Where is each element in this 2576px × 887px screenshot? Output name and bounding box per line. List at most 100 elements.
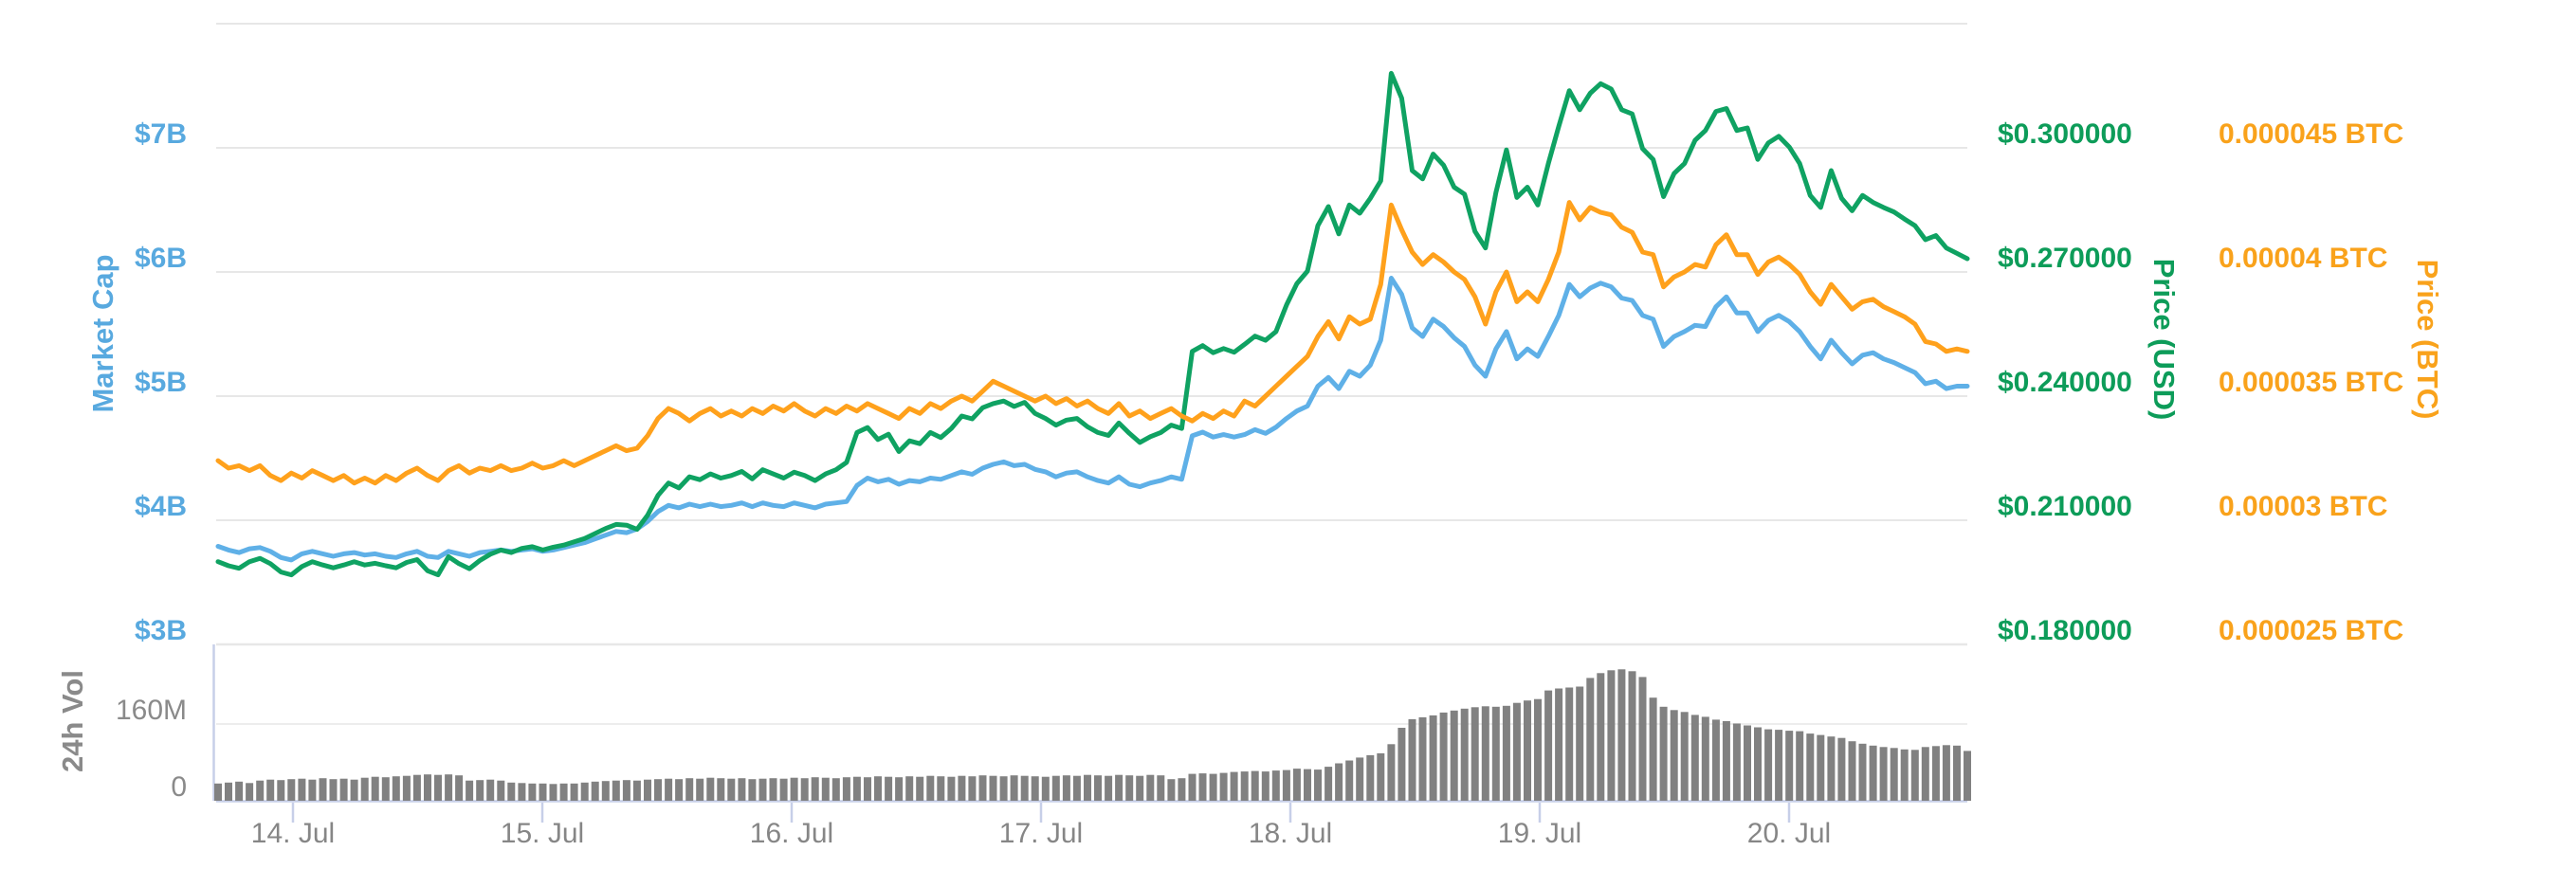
- volume-bar[interactable]: [1072, 775, 1081, 801]
- volume-bar[interactable]: [339, 778, 348, 801]
- volume-bar[interactable]: [350, 779, 358, 801]
- volume-bar[interactable]: [1051, 775, 1060, 801]
- volume-bar[interactable]: [518, 783, 526, 801]
- volume-bar[interactable]: [392, 776, 400, 801]
- volume-bar[interactable]: [1271, 770, 1280, 801]
- volume-bar[interactable]: [1744, 725, 1751, 802]
- volume-bar[interactable]: [612, 780, 620, 801]
- plot-area[interactable]: [216, 24, 1967, 801]
- volume-bar[interactable]: [696, 778, 704, 801]
- volume-bar[interactable]: [580, 782, 589, 801]
- volume-bar[interactable]: [539, 783, 547, 801]
- volume-bar[interactable]: [821, 777, 830, 801]
- volume-bar[interactable]: [424, 774, 431, 801]
- volume-bar[interactable]: [1282, 769, 1290, 801]
- volume-bar[interactable]: [1534, 698, 1542, 801]
- volume-bar[interactable]: [654, 779, 662, 801]
- volume-bar[interactable]: [1869, 745, 1877, 801]
- volume-bar[interactable]: [1188, 773, 1197, 801]
- price-btc-line[interactable]: [215, 200, 1970, 486]
- volume-bar[interactable]: [1418, 716, 1427, 801]
- volume-bar[interactable]: [1890, 748, 1898, 801]
- volume-bar[interactable]: [842, 777, 850, 801]
- volume-bar[interactable]: [445, 774, 453, 801]
- volume-bar[interactable]: [1408, 718, 1416, 801]
- volume-bar[interactable]: [800, 778, 809, 801]
- volume-bar[interactable]: [852, 776, 861, 801]
- volume-bar[interactable]: [1335, 763, 1343, 802]
- volume-bar[interactable]: [916, 776, 924, 801]
- volume-bar[interactable]: [329, 779, 338, 801]
- volume-bar[interactable]: [1115, 774, 1124, 801]
- volume-bar[interactable]: [1178, 778, 1186, 801]
- volume-bar[interactable]: [905, 776, 914, 801]
- volume-bar[interactable]: [727, 778, 736, 801]
- volume-bar[interactable]: [1230, 771, 1238, 801]
- volume-bar[interactable]: [1314, 769, 1322, 801]
- volume-bar[interactable]: [1304, 769, 1311, 801]
- volume-bar[interactable]: [989, 775, 997, 801]
- volume-bar[interactable]: [1084, 774, 1091, 801]
- volume-bar[interactable]: [895, 777, 904, 801]
- volume-bar[interactable]: [559, 783, 568, 801]
- volume-bar[interactable]: [1921, 747, 1929, 801]
- volume-bar[interactable]: [1125, 775, 1134, 801]
- volume-bar[interactable]: [1251, 770, 1259, 801]
- volume-bar[interactable]: [1481, 706, 1489, 801]
- volume-bar[interactable]: [1094, 775, 1102, 801]
- volume-bar[interactable]: [968, 776, 977, 801]
- volume-bar[interactable]: [402, 775, 411, 801]
- volume-bar[interactable]: [225, 782, 232, 801]
- volume-bar[interactable]: [1209, 773, 1217, 801]
- volume-bar[interactable]: [1062, 775, 1070, 801]
- volume-bar[interactable]: [256, 780, 265, 801]
- volume-bar[interactable]: [1796, 731, 1804, 801]
- volume-bar[interactable]: [1292, 769, 1301, 801]
- volume-bar[interactable]: [371, 776, 379, 801]
- volume-bar[interactable]: [1377, 752, 1385, 801]
- volume-bar[interactable]: [831, 778, 840, 801]
- volume-bar[interactable]: [999, 776, 1008, 801]
- volume-bar[interactable]: [1659, 706, 1668, 801]
- volume-bar[interactable]: [1931, 746, 1940, 801]
- volume-bar[interactable]: [632, 780, 641, 801]
- volume-bar[interactable]: [486, 779, 495, 801]
- volume-bar[interactable]: [874, 776, 882, 801]
- volume-bar[interactable]: [1146, 774, 1155, 801]
- volume-bar[interactable]: [1387, 744, 1396, 801]
- volume-bar[interactable]: [1136, 775, 1144, 801]
- volume-bar[interactable]: [1806, 733, 1815, 801]
- volume-bar[interactable]: [1879, 747, 1888, 801]
- volume-bar[interactable]: [1628, 671, 1636, 801]
- volume-bar[interactable]: [685, 778, 694, 801]
- volume-bar[interactable]: [1900, 749, 1909, 801]
- volume-bar[interactable]: [1764, 729, 1773, 801]
- volume-bar[interactable]: [601, 781, 610, 801]
- volume-bar[interactable]: [864, 777, 871, 801]
- volume-bar[interactable]: [1964, 751, 1971, 801]
- volume-bar[interactable]: [769, 778, 777, 801]
- volume-bar[interactable]: [1240, 771, 1249, 801]
- volume-bar[interactable]: [1953, 745, 1961, 801]
- volume-bar[interactable]: [1638, 677, 1647, 801]
- volume-bar[interactable]: [1858, 743, 1867, 801]
- volume-bar[interactable]: [570, 783, 578, 801]
- volume-bar[interactable]: [1031, 776, 1039, 801]
- volume-bar[interactable]: [1555, 688, 1563, 802]
- volume-bar[interactable]: [1827, 736, 1836, 801]
- volume-bar[interactable]: [622, 780, 630, 801]
- volume-bar[interactable]: [958, 775, 966, 801]
- volume-bar[interactable]: [1325, 767, 1333, 801]
- volume-bar[interactable]: [779, 778, 788, 801]
- volume-bar[interactable]: [1491, 706, 1500, 801]
- volume-bar[interactable]: [1817, 734, 1825, 801]
- volume-bar[interactable]: [1690, 715, 1699, 801]
- volume-bar[interactable]: [1597, 673, 1605, 801]
- volume-bar[interactable]: [319, 778, 327, 801]
- volume-bar[interactable]: [937, 776, 945, 801]
- volume-bar[interactable]: [507, 782, 516, 801]
- volume-bar[interactable]: [644, 779, 651, 801]
- volume-bar[interactable]: [1942, 745, 1950, 801]
- volume-bar[interactable]: [466, 780, 474, 801]
- volume-bar[interactable]: [455, 775, 464, 801]
